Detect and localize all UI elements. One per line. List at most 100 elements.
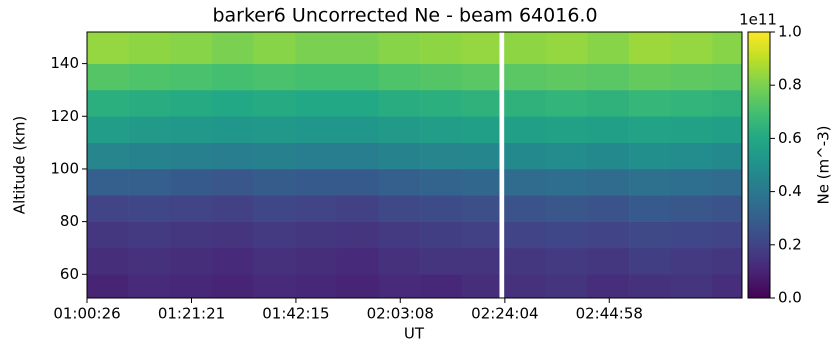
heatmap-cell: [128, 142, 171, 170]
colorbar-tick-label: 0.8: [778, 76, 802, 94]
x-tick-label: 02:03:08: [367, 305, 434, 323]
heatmap-cell: [378, 274, 421, 299]
heatmap-cell: [461, 89, 500, 117]
heatmap-cell: [712, 89, 743, 117]
heatmap-cell: [629, 168, 672, 196]
heatmap-cell: [504, 247, 547, 275]
heatmap-cell: [545, 116, 588, 143]
heatmap-cell: [336, 274, 379, 299]
heatmap-cell: [670, 89, 713, 117]
heatmap-cell: [504, 274, 547, 299]
heatmap-cell: [587, 89, 630, 117]
heatmap-cell: [253, 142, 296, 170]
heatmap-cell: [461, 142, 500, 170]
heatmap-cell: [170, 89, 213, 117]
heatmap-cell: [587, 142, 630, 170]
heatmap-cell: [170, 274, 213, 299]
y-tick-label: 80: [60, 212, 79, 230]
heatmap-cell: [545, 63, 588, 91]
heatmap-cell: [587, 32, 630, 64]
heatmap-cell: [253, 116, 296, 143]
heatmap-cell: [336, 221, 379, 249]
heatmap-cell: [670, 274, 713, 299]
heatmap-cell: [587, 116, 630, 143]
heatmap-cell: [253, 89, 296, 117]
heatmap-cell: [128, 32, 171, 64]
heatmap-cell: [629, 221, 672, 249]
heatmap-cell: [336, 168, 379, 196]
heatmap-cell: [587, 274, 630, 299]
heatmap-cell: [128, 274, 171, 299]
heatmap-cell: [87, 274, 129, 299]
heatmap-cell: [253, 274, 296, 299]
heatmap-cell: [128, 247, 171, 275]
heatmap-cell: [170, 195, 213, 222]
heatmap-cell: [211, 247, 254, 275]
heatmap-cell: [629, 274, 672, 299]
heatmap-cell: [504, 32, 547, 64]
heatmap-cell: [545, 142, 588, 170]
colorbar-tick-label: 0.2: [778, 235, 802, 253]
heatmap-cell: [587, 195, 630, 222]
heatmap-cell: [670, 221, 713, 249]
heatmap-cell: [253, 221, 296, 249]
y-tick-label: 120: [50, 107, 79, 125]
heatmap-cell: [420, 63, 463, 91]
heatmap-cell: [253, 247, 296, 275]
heatmap-cell: [420, 142, 463, 170]
heatmap-cell: [211, 89, 254, 117]
heatmap-cell: [545, 274, 588, 299]
heatmap-cell: [587, 247, 630, 275]
heatmap-cell: [87, 32, 129, 64]
heatmap-cell: [629, 63, 672, 91]
heatmap-cell: [420, 89, 463, 117]
heatmap-cell: [87, 142, 129, 170]
heatmap-cell: [253, 32, 296, 64]
heatmap-cell: [170, 32, 213, 64]
x-tick-label: 01:42:15: [262, 305, 329, 323]
heatmap-cell: [670, 168, 713, 196]
heatmap-cell: [336, 247, 379, 275]
heatmap-cell: [545, 89, 588, 117]
heatmap-cell: [87, 221, 129, 249]
heatmap-cell: [128, 116, 171, 143]
heatmap-cell: [420, 274, 463, 299]
heatmap-cell: [461, 221, 500, 249]
heatmap-cell: [504, 168, 547, 196]
heatmap-cell: [378, 168, 421, 196]
colorbar-tick-label: 0.4: [778, 182, 802, 200]
heatmap-cell: [461, 116, 500, 143]
heatmap-cell: [461, 63, 500, 91]
heatmap-cell: [87, 168, 129, 196]
heatmap-cell: [629, 142, 672, 170]
heatmap-cell: [170, 221, 213, 249]
colorbar-label: Ne (m^-3): [815, 125, 833, 204]
heatmap-cell: [170, 168, 213, 196]
heatmap-cell: [670, 116, 713, 143]
heatmap-cell: [629, 247, 672, 275]
heatmap-cell: [295, 168, 338, 196]
heatmap-cell: [253, 195, 296, 222]
heatmap-cell: [295, 274, 338, 299]
heatmap-cell: [712, 221, 743, 249]
heatmap-cell: [712, 195, 743, 222]
colorbar-offset: 1e11: [739, 11, 777, 29]
heatmap-cell: [504, 116, 547, 143]
heatmap-cell: [128, 63, 171, 91]
x-axis-label: UT: [404, 325, 425, 343]
plot-frame: [86, 31, 743, 299]
heatmap-cell: [170, 116, 213, 143]
heatmap-cell: [295, 195, 338, 222]
heatmap-cell: [461, 32, 500, 64]
heatmap-cell: [378, 116, 421, 143]
heatmap-cell: [461, 195, 500, 222]
heatmap-cell: [128, 168, 171, 196]
heatmap-cell: [712, 274, 743, 299]
x-tick-label: 01:00:26: [53, 305, 120, 323]
heatmap-cell: [545, 195, 588, 222]
heatmap-cell: [378, 32, 421, 64]
heatmap-cell: [420, 116, 463, 143]
heatmap-cell: [295, 247, 338, 275]
heatmap-cell: [336, 116, 379, 143]
